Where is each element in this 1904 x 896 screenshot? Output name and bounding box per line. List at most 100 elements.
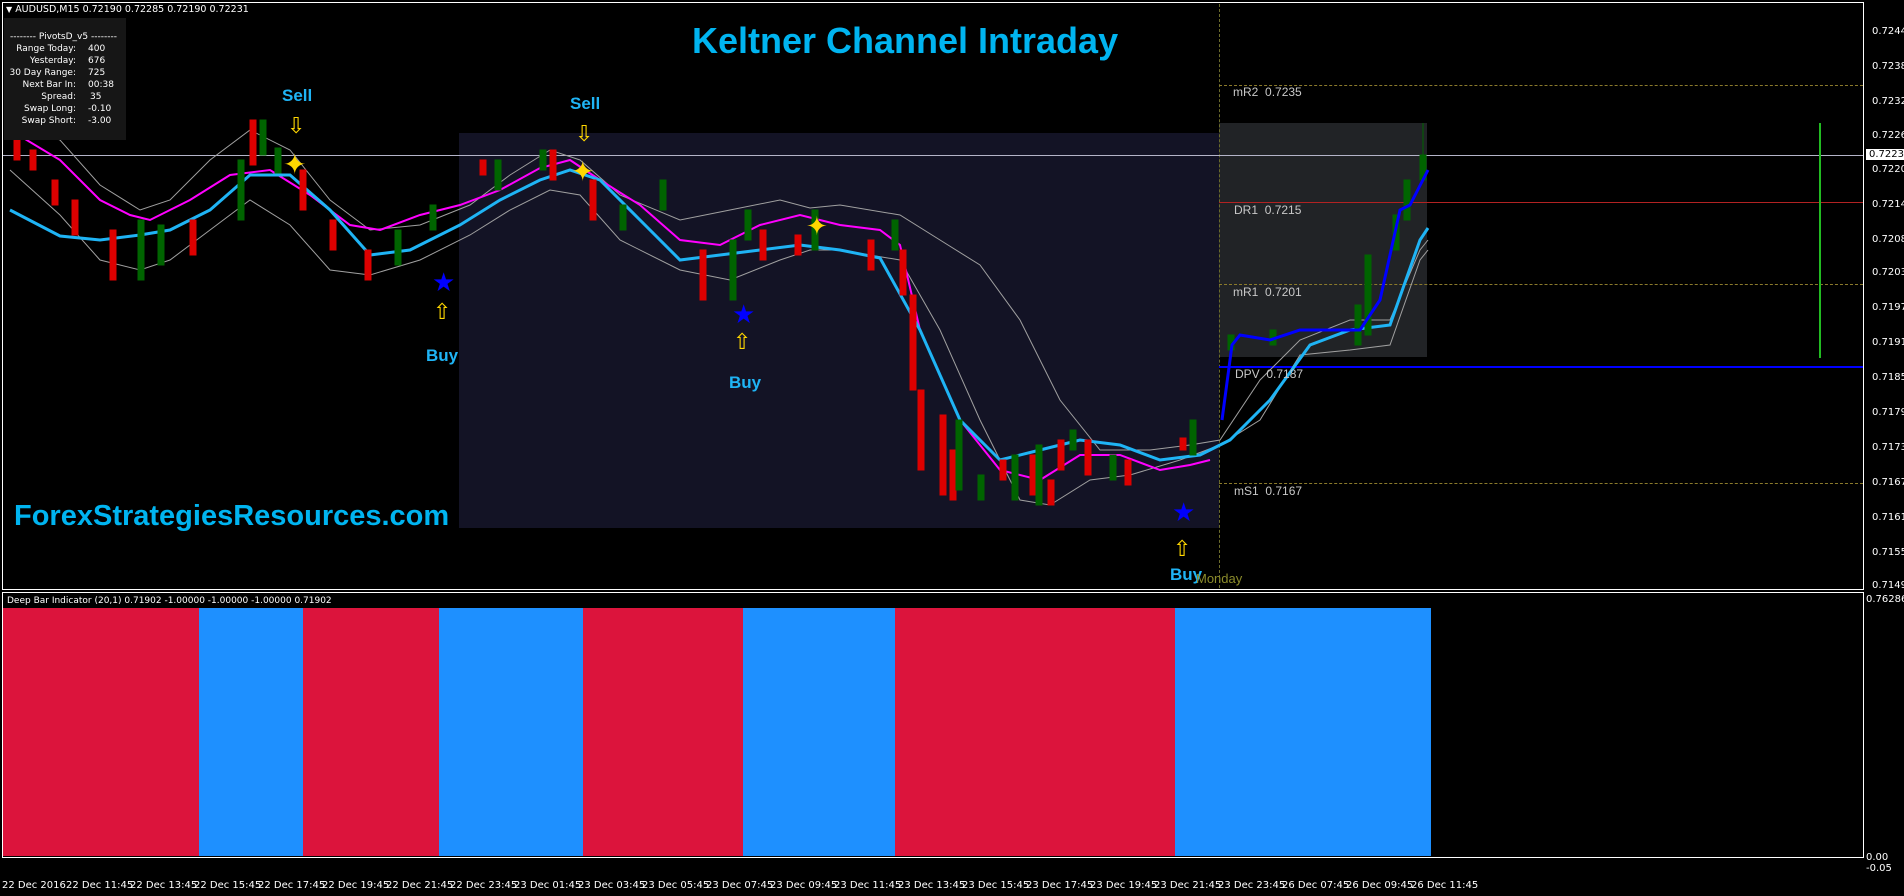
price-tick: 0.72205 bbox=[1872, 164, 1904, 175]
pivot-value: 0.7201 bbox=[1265, 285, 1302, 299]
arrow-down-icon: ⇩ bbox=[287, 114, 306, 139]
sell-label: Sell bbox=[282, 86, 313, 105]
info-label: Yesterday: bbox=[29, 56, 76, 66]
pivot-value: 0.7167 bbox=[1265, 484, 1303, 498]
info-label: 30 Day Range: bbox=[9, 68, 76, 78]
sell-label: Sell bbox=[570, 94, 601, 113]
info-label: Range Today: bbox=[16, 44, 76, 54]
info-value: -3.00 bbox=[88, 116, 112, 126]
time-tick: 22 Dec 17:45 bbox=[258, 880, 326, 891]
deep-bar-blue bbox=[439, 608, 583, 856]
price-tick: 0.71495 bbox=[1872, 580, 1904, 591]
indicator-panel[interactable] bbox=[2, 592, 1864, 858]
price-tick: 0.72385 bbox=[1872, 61, 1904, 72]
deep-bar-red bbox=[583, 608, 743, 856]
price-axis[interactable]: 0.72445 0.72385 0.72325 0.72265 0.72205 … bbox=[1864, 0, 1904, 596]
candles bbox=[13, 119, 1187, 506]
blue-star-icon: ★ bbox=[732, 300, 756, 330]
current-price-tag: 0.72231 bbox=[1866, 149, 1904, 160]
candles-green bbox=[137, 119, 1427, 506]
time-tick: 23 Dec 23:45 bbox=[1218, 880, 1286, 891]
time-tick: 22 Dec 2016 bbox=[2, 880, 66, 891]
main-chart-panel[interactable] bbox=[2, 2, 1864, 590]
price-tick: 0.72325 bbox=[1872, 96, 1904, 107]
deep-bar-blue bbox=[199, 608, 303, 856]
info-value: 00:38 bbox=[88, 80, 114, 90]
indicator-axis-top: 0.76286 bbox=[1866, 594, 1904, 605]
time-tick: 22 Dec 23:45 bbox=[450, 880, 518, 891]
info-value: 725 bbox=[88, 68, 106, 78]
time-tick: 22 Dec 11:45 bbox=[66, 880, 134, 891]
pivot-label-ms1: mS1 0.7167 bbox=[1234, 484, 1302, 498]
sparkle-star-icon: ✦ bbox=[806, 212, 828, 242]
time-tick: 23 Dec 13:45 bbox=[898, 880, 966, 891]
info-label: Swap Short: bbox=[21, 116, 76, 126]
blue-star-icon: ★ bbox=[432, 268, 456, 298]
time-tick: 23 Dec 17:45 bbox=[1026, 880, 1094, 891]
time-tick: 23 Dec 19:45 bbox=[1090, 880, 1158, 891]
deep-bar-blue bbox=[1175, 608, 1431, 856]
indicator-axis-zero: 0.00 bbox=[1866, 852, 1889, 863]
indicator-axis-min: -0.05 bbox=[1866, 863, 1892, 874]
price-tick: 0.72445 bbox=[1872, 26, 1904, 37]
symbol-header[interactable]: ▼ AUDUSD,M15 0.72190 0.72285 0.72190 0.7… bbox=[6, 4, 249, 15]
pivot-name: mR1 bbox=[1233, 285, 1259, 299]
pivot-label-dpv: DPV 0.7187 bbox=[1235, 367, 1303, 381]
day-label: Monday bbox=[1196, 571, 1243, 586]
indicator-header: Deep Bar Indicator (20,1) 0.71902 -1.000… bbox=[7, 596, 332, 606]
watermark: ForexStrategiesResources.com bbox=[14, 500, 450, 532]
pivot-value: 0.7235 bbox=[1265, 85, 1302, 99]
time-tick: 23 Dec 21:45 bbox=[1154, 880, 1222, 891]
current-price-line bbox=[3, 155, 1863, 156]
deep-bar-red bbox=[303, 608, 439, 856]
info-value: 676 bbox=[88, 56, 106, 66]
time-tick: 22 Dec 13:45 bbox=[130, 880, 198, 891]
deep-bar-red bbox=[895, 608, 1175, 856]
pivot-name: DR1 bbox=[1234, 203, 1259, 217]
deep-bar-blue bbox=[743, 608, 895, 856]
info-label: Swap Long: bbox=[24, 104, 76, 114]
pivot-line-mr1 bbox=[1219, 284, 1863, 285]
sparkle-star-icon: ✦ bbox=[283, 148, 307, 181]
pivot-name: DPV bbox=[1235, 367, 1260, 381]
time-tick: 23 Dec 03:45 bbox=[578, 880, 646, 891]
blue-star-icon: ★ bbox=[1172, 498, 1196, 528]
time-axis[interactable]: 22 Dec 2016 22 Dec 11:45 22 Dec 13:45 22… bbox=[0, 876, 1864, 896]
info-value: 35 bbox=[90, 92, 102, 102]
info-label: Spread: bbox=[41, 92, 76, 102]
price-tick: 0.72085 bbox=[1872, 234, 1904, 245]
buy-label: Buy bbox=[729, 373, 762, 392]
info-value: 400 bbox=[88, 44, 106, 54]
pivot-value: 0.7187 bbox=[1266, 367, 1304, 381]
time-tick: 26 Dec 09:45 bbox=[1346, 880, 1414, 891]
time-tick: 22 Dec 19:45 bbox=[322, 880, 390, 891]
session-box-purple bbox=[459, 133, 1219, 528]
time-tick: 23 Dec 09:45 bbox=[770, 880, 838, 891]
time-tick: 23 Dec 01:45 bbox=[514, 880, 582, 891]
time-tick: 23 Dec 07:45 bbox=[706, 880, 774, 891]
price-chart-svg bbox=[9, 119, 1430, 506]
pivot-label-dr1: DR1 0.7215 bbox=[1234, 203, 1301, 217]
time-tick: 23 Dec 05:45 bbox=[642, 880, 710, 891]
arrow-up-icon: ⇧ bbox=[433, 300, 452, 325]
symbol-ohlc: AUDUSD,M15 0.72190 0.72285 0.72190 0.722… bbox=[15, 4, 249, 15]
buy-label: Buy bbox=[1170, 565, 1203, 584]
price-tick: 0.72265 bbox=[1872, 130, 1904, 141]
buy-label: Buy bbox=[426, 346, 459, 365]
time-tick: 22 Dec 21:45 bbox=[386, 880, 454, 891]
day-separator-line bbox=[1219, 4, 1220, 588]
time-tick: 22 Dec 15:45 bbox=[194, 880, 262, 891]
pivot-name: mS1 bbox=[1234, 484, 1259, 498]
pivot-value: 0.7215 bbox=[1264, 203, 1302, 217]
pivot-label-mr2: mR2 0.7235 bbox=[1233, 85, 1302, 99]
pivots-info-panel: -------- PivotsD_v5 -------- Range Today… bbox=[4, 18, 126, 140]
dropdown-triangle-icon[interactable]: ▼ bbox=[6, 5, 13, 14]
